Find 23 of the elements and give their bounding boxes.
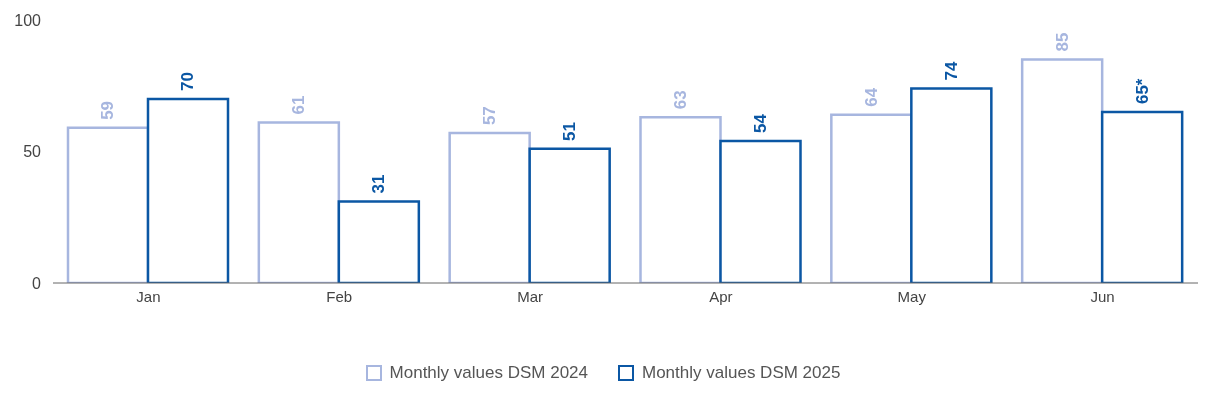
x-tick-label: Apr [709,287,733,305]
y-tick-label: 0 [32,274,42,292]
x-tick-label: Mar [517,287,544,305]
data-label: 63 [671,90,690,110]
data-label: 59 [98,100,118,120]
x-tick-label: Jun [1090,287,1115,305]
legend-label: Monthly values DSM 2024 [388,363,588,383]
data-label: 74 [941,60,961,81]
x-tick-label: Feb [326,287,353,305]
data-label: 65* [1132,78,1152,105]
data-label: 54 [751,113,770,133]
data-label: 61 [289,95,309,115]
data-label: 64 [861,87,881,107]
x-tick-label: May [897,287,927,305]
data-label: 85 [1052,32,1072,52]
y-tick-label: 50 [23,143,42,161]
data-label: 51 [560,121,580,141]
data-label: 31 [369,174,389,194]
y-tick-label: 100 [14,11,42,29]
x-tick-label: Jan [136,287,161,305]
data-label: 70 [178,71,198,91]
data-label: 57 [480,106,500,126]
legend-label: Monthly values DSM 2025 [641,363,841,383]
